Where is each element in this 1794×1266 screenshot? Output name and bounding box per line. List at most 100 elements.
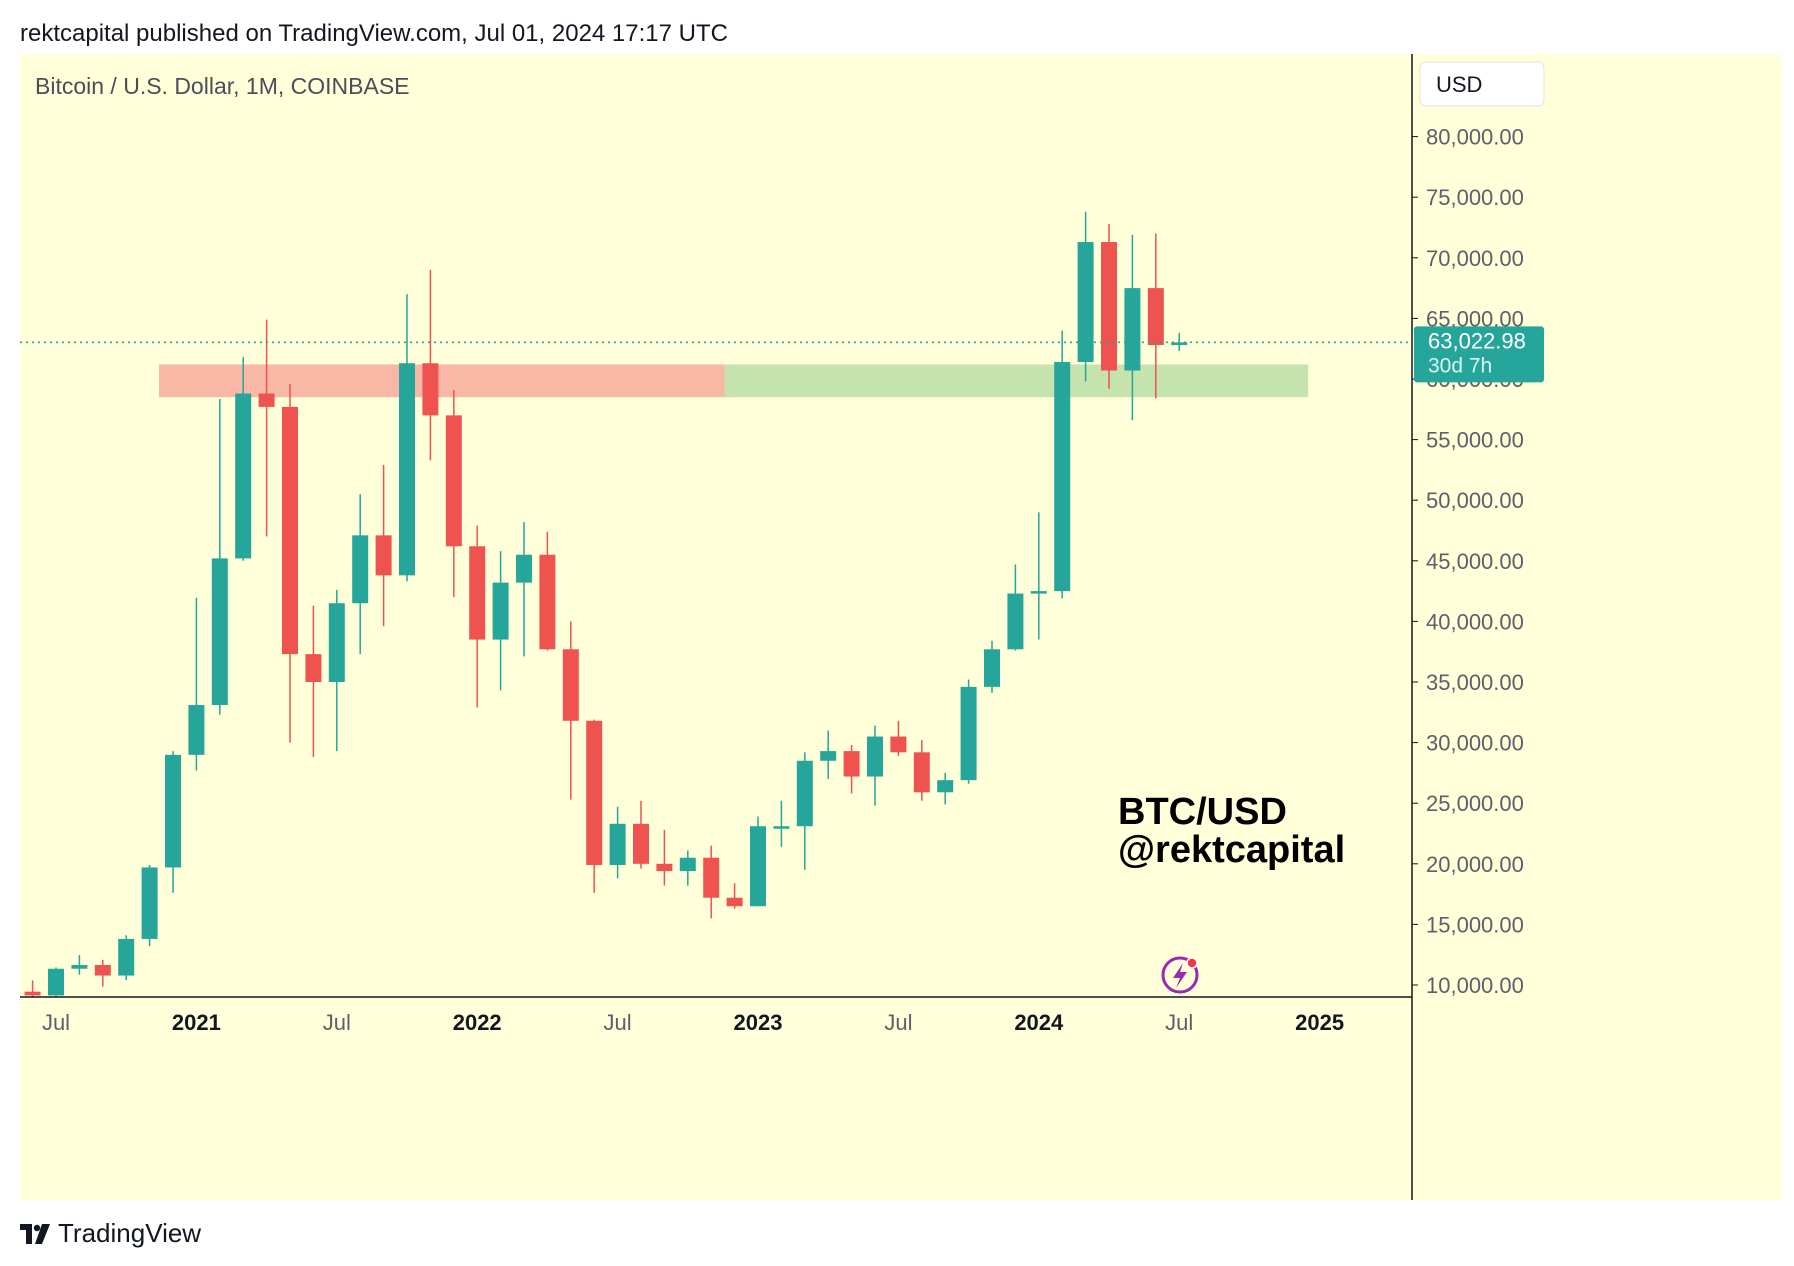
tradingview-logo-text: TradingView [58,1218,202,1248]
currency-button-label: USD [1436,72,1482,97]
candle[interactable] [1147,233,1164,399]
symbol-description: Bitcoin / U.S. Dollar, 1M, COINBASE [35,73,410,99]
candle[interactable] [235,357,252,561]
x-tick-label: Jul [323,1010,351,1035]
candle[interactable] [913,740,930,801]
candle-body [1101,242,1117,371]
time-axis-background[interactable] [20,997,1412,1200]
candle[interactable] [492,551,509,691]
candle[interactable] [71,955,88,975]
bar-countdown: 30d 7h [1428,354,1492,377]
x-tick-label: Jul [884,1010,912,1035]
y-tick-label: 55,000.00 [1426,428,1524,453]
candle-body [703,857,720,898]
x-tick-label: Jul [42,1010,70,1035]
resistance-zone [159,364,733,398]
candle[interactable] [94,959,111,987]
price-axis-background[interactable] [1412,54,1782,1200]
candle[interactable] [1101,223,1117,389]
candle[interactable] [445,389,462,598]
candle-body [48,968,64,996]
candle[interactable] [750,816,766,907]
candle[interactable] [188,597,205,771]
last-price-badge-bg [1414,326,1544,383]
y-tick-label: 40,000.00 [1426,609,1524,634]
candle[interactable] [843,745,860,794]
currency-button[interactable]: USD [1419,61,1545,107]
x-tick-label: 2021 [172,1010,221,1035]
candle[interactable] [118,935,135,981]
candle-body [773,826,790,829]
support-zone [724,364,1309,398]
candle[interactable] [399,294,415,582]
candle-body [1054,362,1071,592]
candle[interactable] [726,883,743,909]
candle[interactable] [890,720,907,756]
y-tick-label: 15,000.00 [1426,912,1524,937]
candle-body [24,991,41,996]
candle[interactable] [960,679,977,784]
candle[interactable] [773,800,790,847]
candle[interactable] [562,621,579,800]
candle[interactable] [1124,234,1141,421]
candle[interactable] [703,845,720,919]
candle[interactable] [796,752,813,870]
candle[interactable] [328,589,345,752]
x-tick-label: 2024 [1014,1010,1064,1035]
candle[interactable] [516,522,532,657]
candle-body [984,649,1000,687]
candle-body [890,736,907,753]
candle[interactable] [679,850,696,886]
candle-body [609,823,626,866]
candle[interactable] [984,640,1000,693]
candle[interactable] [1007,564,1024,651]
candle[interactable] [867,725,883,806]
candle[interactable] [258,319,275,537]
candle[interactable] [141,865,158,947]
candle[interactable] [937,772,954,805]
candle-body [867,736,883,777]
candle[interactable] [48,967,64,997]
y-tick-label: 70,000.00 [1426,246,1524,271]
lightning-icon[interactable] [1161,956,1199,994]
candle[interactable] [282,383,298,743]
candle[interactable] [375,465,392,627]
candle[interactable] [165,751,181,893]
candlestick-chart[interactable]: 10,000.00 15,000.00 20,000.00 25,000.00 30,0… [20,54,1782,1200]
candle[interactable] [211,398,228,715]
candle[interactable] [539,531,556,651]
candle[interactable] [820,730,837,779]
y-ticks-layer: 10,000.00 15,000.00 20,000.00 25,000.00 30,0… [1412,125,1524,998]
candle-body [726,897,743,907]
candle[interactable] [1077,211,1094,382]
candle-body [1124,288,1141,371]
candle-body [188,705,205,755]
candle[interactable] [633,800,649,869]
candle-body [796,760,813,827]
candle[interactable] [609,806,626,879]
candle[interactable] [1030,512,1047,640]
tradingview-logo[interactable]: TradingView [20,1218,201,1249]
candle-body [656,863,673,872]
candle-body [282,406,298,655]
candle[interactable] [305,605,322,758]
candle-body [586,720,603,866]
candle-body [1171,342,1188,346]
candle-body [539,554,556,650]
candle-body [118,938,135,976]
candle[interactable] [586,719,603,893]
candle-body [141,867,158,939]
candle[interactable] [656,829,673,886]
y-tick-label: 50,000.00 [1426,488,1524,513]
candle[interactable] [352,494,369,655]
candle[interactable] [1054,330,1071,599]
x-tick-label: 2025 [1295,1010,1344,1035]
candle[interactable] [422,269,439,461]
y-tick-label: 35,000.00 [1426,670,1524,695]
candle[interactable] [24,980,41,997]
y-tick-label: 25,000.00 [1426,791,1524,816]
candle[interactable] [469,525,486,708]
candle-body [1077,242,1094,363]
published-info: rektcapital published on TradingView.com… [20,20,728,47]
candle-body [469,546,486,640]
